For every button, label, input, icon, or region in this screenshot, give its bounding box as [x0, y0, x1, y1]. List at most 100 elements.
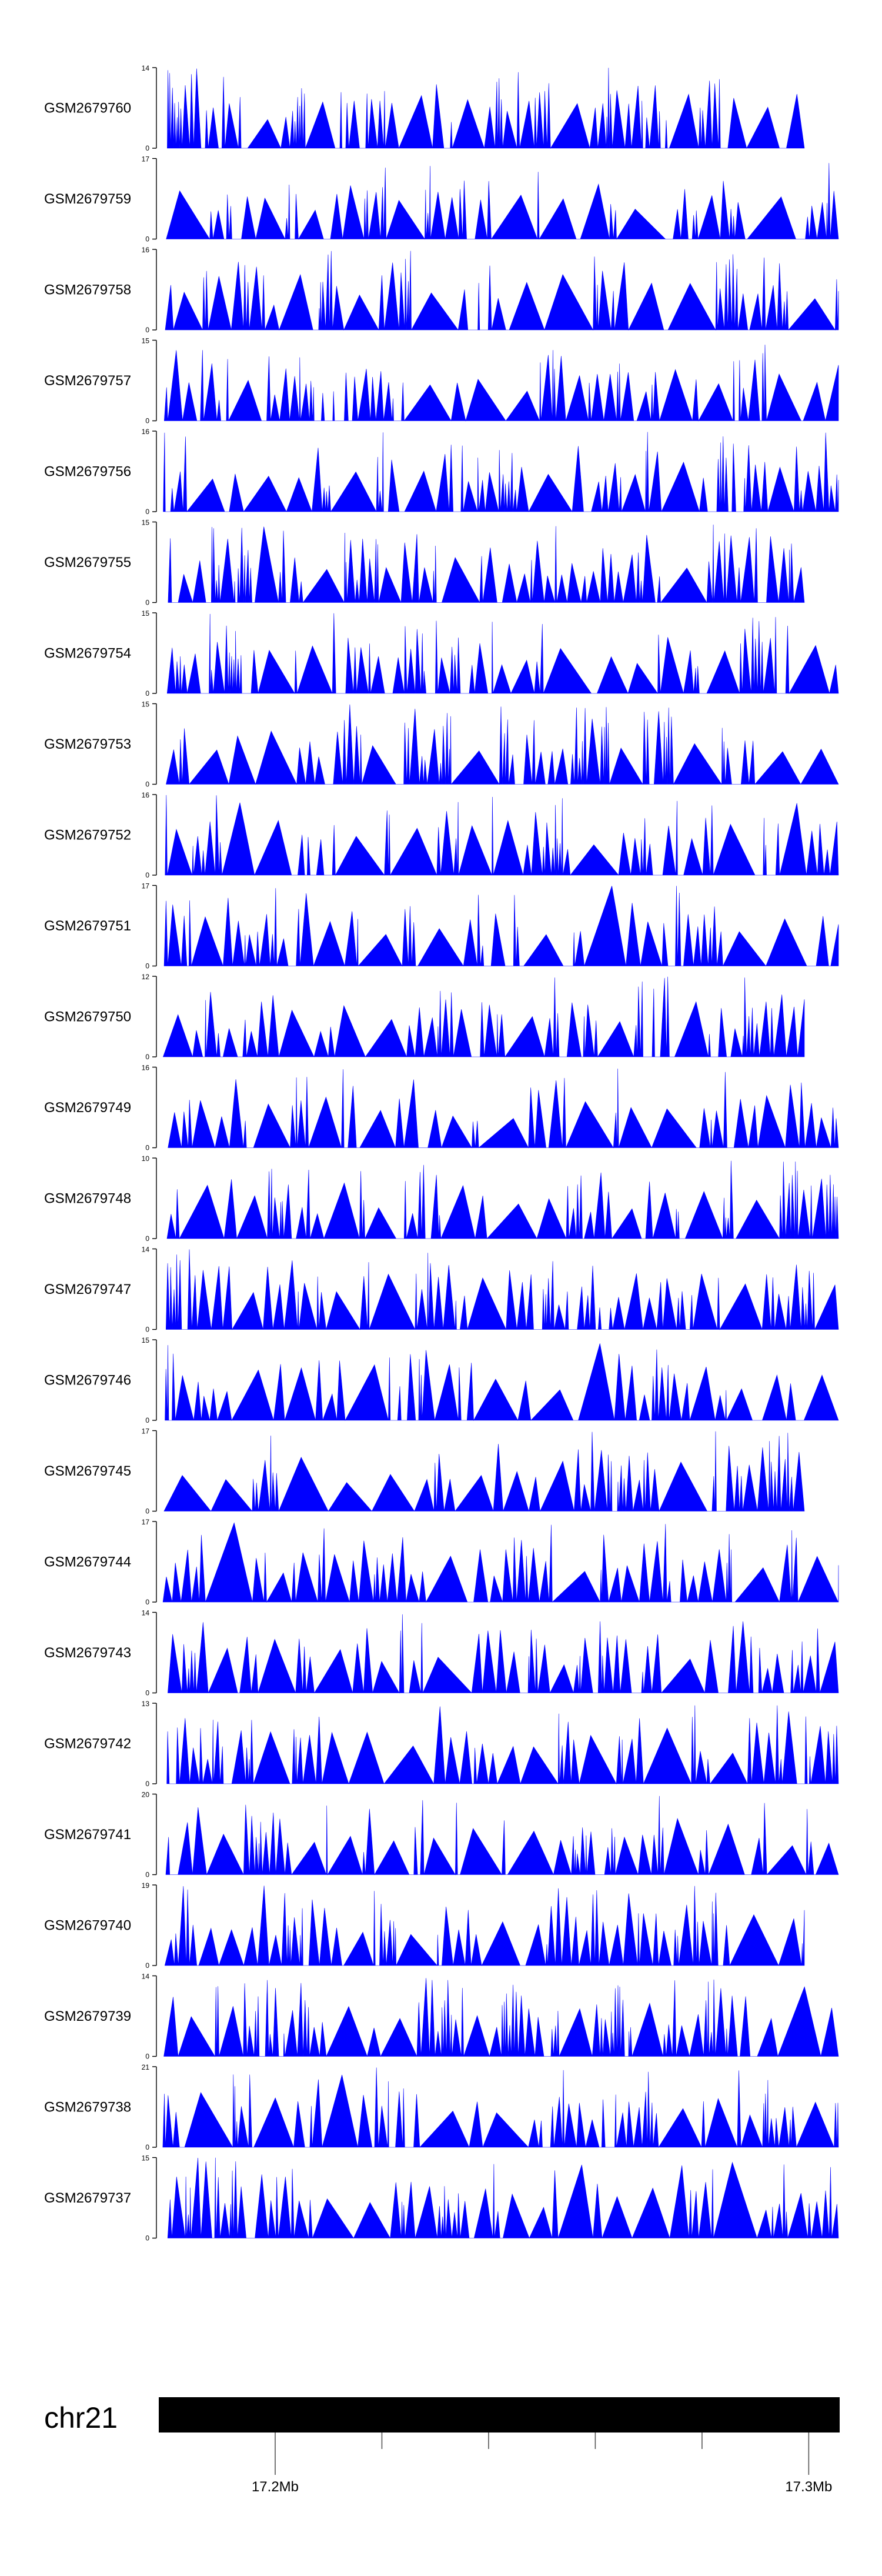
y-axis-min-label: 0 [145, 599, 149, 607]
coverage-area [162, 976, 805, 1057]
track-GSM2679750: GSM2679750 12 0 [44, 973, 805, 1061]
y-axis-max-label: 17 [142, 1518, 150, 1526]
track-label: GSM2679740 [44, 1918, 131, 1934]
y-axis-max-label: 13 [142, 1700, 150, 1708]
y-axis-max-label: 15 [142, 700, 150, 709]
y-axis-max-label: 12 [142, 973, 150, 981]
y-axis-min-label: 0 [145, 780, 149, 789]
y-axis-max-label: 16 [142, 246, 150, 254]
y-axis-min-label: 0 [145, 326, 149, 334]
coverage-area [163, 1978, 839, 2057]
track-GSM2679756: GSM2679756 16 0 [44, 428, 839, 516]
y-axis-min-label: 0 [145, 2143, 149, 2151]
coverage-area [163, 432, 839, 512]
coverage-area [166, 704, 839, 785]
track-GSM2679754: GSM2679754 15 0 [44, 609, 839, 698]
track-label: GSM2679737 [44, 2190, 131, 2206]
y-axis-min-label: 0 [145, 417, 149, 425]
y-axis-max-label: 17 [142, 1427, 150, 1436]
y-axis-min-label: 0 [145, 1871, 149, 1879]
y-axis-min-label: 0 [145, 1144, 149, 1152]
track-label: GSM2679748 [44, 1191, 131, 1207]
track-label: GSM2679738 [44, 2100, 131, 2115]
track-GSM2679741: GSM2679741 20 0 [44, 1791, 839, 1879]
track-GSM2679738: GSM2679738 21 0 [44, 2063, 839, 2151]
y-axis-min-label: 0 [145, 871, 149, 879]
track-label: GSM2679743 [44, 1645, 131, 1661]
track-GSM2679743: GSM2679743 14 0 [44, 1609, 839, 1697]
track-GSM2679752: GSM2679752 16 0 [44, 791, 839, 879]
y-axis-min-label: 0 [145, 962, 149, 970]
coverage-area [168, 524, 805, 603]
track-label: GSM2679741 [44, 1827, 131, 1843]
track-label: GSM2679745 [44, 1463, 131, 1479]
track-label: GSM2679746 [44, 1373, 131, 1389]
track-label: GSM2679759 [44, 191, 131, 207]
coverage-area [165, 1796, 839, 1876]
y-axis-max-label: 15 [142, 1336, 150, 1344]
coverage-area [163, 886, 839, 967]
y-axis-max-label: 16 [142, 791, 150, 799]
track-label: GSM2679756 [44, 464, 131, 480]
track-GSM2679739: GSM2679739 14 0 [44, 1973, 839, 2061]
track-GSM2679740: GSM2679740 19 0 [44, 1881, 805, 1970]
y-axis-min-label: 0 [145, 1053, 149, 1061]
track-label: GSM2679744 [44, 1554, 131, 1570]
coverage-area [166, 613, 839, 695]
chromosome-label: chr21 [44, 2401, 118, 2434]
y-axis-min-label: 0 [145, 235, 149, 243]
coverage-area [167, 68, 805, 149]
track-label: GSM2679754 [44, 646, 131, 662]
track-label: GSM2679742 [44, 1736, 131, 1752]
y-axis-max-label: 14 [142, 1246, 150, 1254]
y-axis-max-label: 14 [142, 64, 150, 72]
coverage-area [165, 795, 839, 876]
coverage-area [166, 163, 839, 240]
y-axis-max-label: 17 [142, 155, 150, 163]
coverage-area [168, 1614, 839, 1694]
y-axis-max-label: 20 [142, 1791, 150, 1799]
y-axis-min-label: 0 [145, 1961, 149, 1970]
coverage-area [166, 1160, 839, 1240]
track-GSM2679751: GSM2679751 17 0 [44, 882, 839, 970]
genome-axis-tick-label: 17.2Mb [252, 2479, 299, 2495]
track-label: GSM2679760 [44, 101, 131, 116]
genome-axis-tick-label: 17.3Mb [785, 2479, 832, 2495]
y-axis-max-label: 21 [142, 2063, 150, 2071]
coverage-area [163, 345, 839, 422]
track-label: GSM2679752 [44, 827, 131, 843]
track-GSM2679760: GSM2679760 14 0 [44, 64, 805, 152]
y-axis-max-label: 15 [142, 2154, 150, 2163]
track-label: GSM2679757 [44, 373, 131, 389]
y-axis-max-label: 17 [142, 882, 150, 890]
y-axis-max-label: 15 [142, 337, 150, 345]
coverage-area [166, 1705, 839, 1785]
coverage-area [162, 2067, 839, 2148]
y-axis-min-label: 0 [145, 1598, 149, 1606]
y-axis-max-label: 16 [142, 428, 150, 436]
y-axis-min-label: 0 [145, 1780, 149, 1788]
track-GSM2679746: GSM2679746 15 0 [44, 1336, 839, 1424]
genome-axis-ticks: 17.2Mb 17.3Mb [252, 2432, 832, 2495]
y-axis-min-label: 0 [145, 2234, 149, 2243]
coverage-area [162, 1522, 839, 1603]
track-label: GSM2679753 [44, 736, 131, 752]
coverage-area [164, 1886, 805, 1967]
track-label: GSM2679739 [44, 2008, 131, 2024]
track-GSM2679757: GSM2679757 15 0 [44, 337, 839, 425]
y-axis-max-label: 14 [142, 1609, 150, 1617]
chromosome-ideogram: chr21 17.2Mb 17.3Mb [44, 2397, 840, 2495]
y-axis-max-label: 15 [142, 519, 150, 527]
y-axis-min-label: 0 [145, 689, 149, 698]
y-axis-min-label: 0 [145, 1326, 149, 1334]
y-axis-max-label: 19 [142, 1881, 150, 1890]
track-GSM2679748: GSM2679748 10 0 [44, 1154, 839, 1243]
track-label: GSM2679747 [44, 1282, 131, 1297]
track-GSM2679745: GSM2679745 17 0 [44, 1427, 805, 1516]
track-label: GSM2679755 [44, 555, 131, 570]
coverage-area [167, 2157, 839, 2239]
coverage-area [165, 1249, 839, 1330]
track-GSM2679744: GSM2679744 17 0 [44, 1518, 839, 1606]
track-label: GSM2679750 [44, 1009, 131, 1025]
y-axis-max-label: 14 [142, 1973, 150, 1981]
